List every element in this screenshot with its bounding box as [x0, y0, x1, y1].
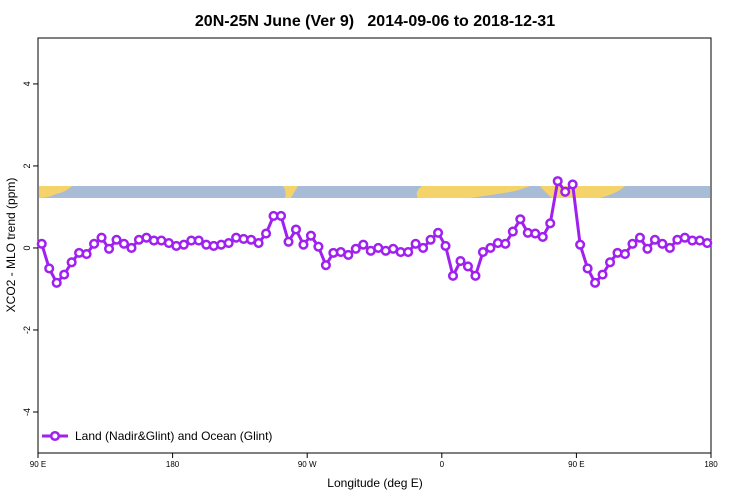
data-point	[425, 234, 436, 245]
data-point	[649, 234, 660, 245]
data-point	[261, 228, 272, 239]
map-strip	[39, 186, 710, 198]
data-point	[433, 227, 444, 238]
y-tick-label: 2	[22, 163, 32, 168]
data-point	[313, 241, 324, 252]
data-point	[582, 263, 593, 274]
y-tick-label: -2	[22, 326, 32, 334]
data-point	[290, 224, 302, 235]
y-tick-label: 0	[22, 245, 32, 250]
data-point	[350, 243, 361, 254]
x-axis-label: Longitude (deg E)	[327, 476, 422, 490]
data-point	[500, 238, 511, 249]
data-point	[118, 238, 130, 249]
data-point	[193, 235, 204, 246]
data-point	[320, 260, 331, 271]
data-point	[485, 242, 496, 254]
data-point	[343, 249, 354, 260]
data-point	[89, 238, 100, 249]
data-point	[515, 214, 526, 225]
data-point	[178, 239, 189, 250]
data-point	[627, 238, 638, 249]
x-tick-label: 90 E	[30, 460, 46, 469]
data-point	[575, 239, 586, 250]
data-point	[537, 231, 548, 242]
data-point	[96, 232, 107, 243]
data-point	[477, 247, 488, 258]
data-point	[447, 270, 459, 281]
data-point	[358, 239, 369, 250]
x-tick-label: 0	[440, 460, 445, 469]
data-point	[470, 270, 481, 281]
legend-marker	[49, 430, 61, 442]
data-point	[103, 243, 115, 254]
data-point	[66, 257, 77, 268]
data-point	[619, 249, 631, 260]
data-point	[462, 261, 474, 272]
data-point	[44, 263, 55, 274]
data-point	[418, 242, 429, 254]
data-point	[567, 179, 578, 190]
x-tick-label: 90 W	[298, 460, 317, 469]
data-point	[51, 277, 62, 288]
data-point	[552, 176, 563, 187]
data-point	[702, 237, 713, 249]
data-point	[410, 238, 421, 249]
data-point	[126, 242, 137, 254]
x-tick-label: 90 E	[568, 460, 584, 469]
data-point	[36, 238, 47, 249]
data-point	[403, 247, 414, 258]
data-point	[59, 269, 70, 280]
data-point	[223, 237, 234, 249]
data-point	[81, 249, 92, 260]
data-point	[507, 226, 518, 237]
data-point	[298, 239, 309, 250]
chart-title: 20N-25N June (Ver 9) 2014-09-06 to 2018-…	[195, 13, 555, 30]
data-point	[305, 230, 316, 241]
data-point	[111, 234, 122, 245]
data-point	[545, 218, 556, 229]
data-point	[283, 236, 294, 247]
data-point	[560, 186, 571, 197]
data-point	[605, 257, 616, 268]
data-point	[440, 240, 451, 251]
data-point	[597, 269, 608, 280]
y-tick-label: -4	[22, 408, 32, 416]
data-point	[253, 237, 264, 249]
data-point	[657, 238, 668, 249]
data-point	[634, 232, 646, 243]
legend-label: Land (Nadir&Glint) and Ocean (Glint)	[75, 429, 272, 443]
data-point	[642, 243, 653, 254]
x-tick-label: 180	[704, 460, 718, 469]
y-tick-label: 4	[22, 81, 32, 86]
data-point	[590, 277, 601, 288]
data-point	[275, 210, 287, 222]
x-tick-label: 180	[166, 460, 180, 469]
data-point	[664, 242, 675, 254]
y-axis-label: XCO2 - MLO trend (ppm)	[4, 178, 18, 313]
data-point	[455, 256, 466, 267]
